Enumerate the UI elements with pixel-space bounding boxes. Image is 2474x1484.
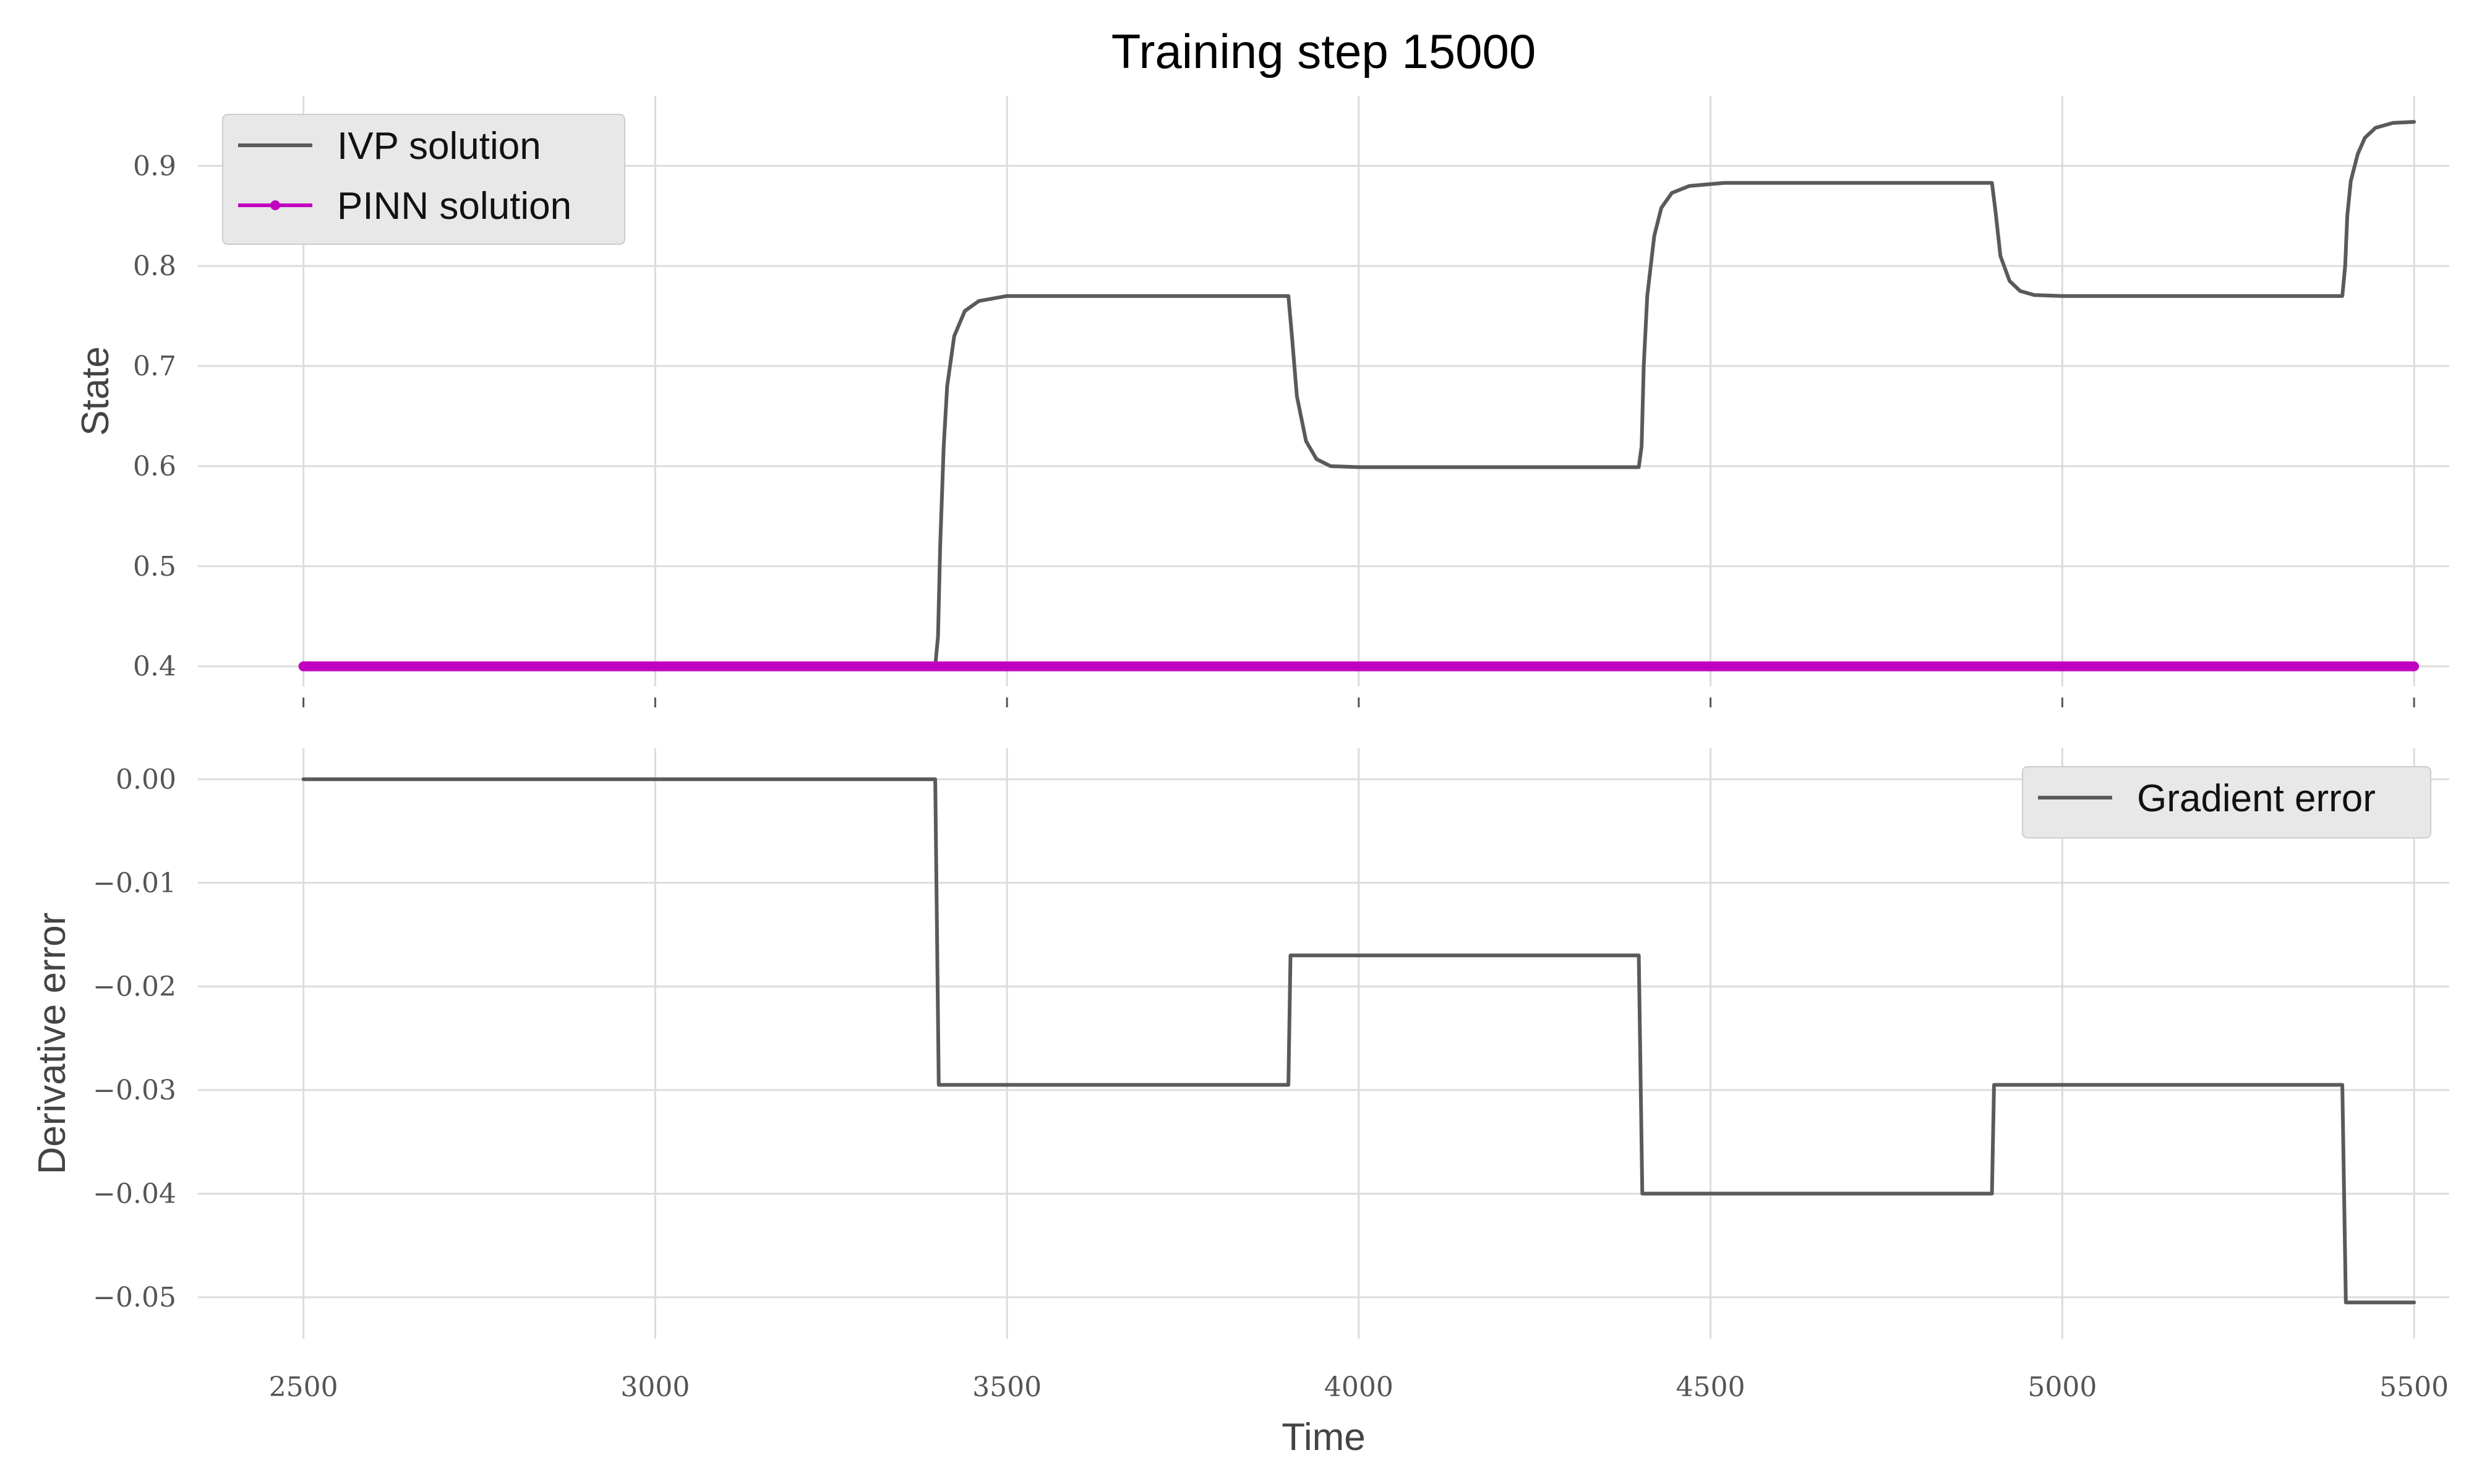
y-tick-label: 0.6 <box>133 451 176 482</box>
x-tick-label: 5500 <box>2379 1371 2449 1403</box>
y-tick-label: 0.00 <box>116 764 176 795</box>
y-tick-label: 0.4 <box>133 651 176 683</box>
legend-label: PINN solution <box>337 185 571 228</box>
x-tick-label: 3000 <box>620 1371 690 1403</box>
x-tick-label: 4500 <box>1676 1371 1745 1403</box>
y-axis-label: Derivative error <box>31 913 74 1175</box>
legend: Gradient error <box>2022 766 2431 838</box>
legend: IVP solution PINN solution <box>222 114 625 245</box>
y-tick-label: 0.8 <box>133 250 176 282</box>
legend-label: Gradient error <box>2137 777 2376 820</box>
gradient-error-line <box>301 777 2416 1305</box>
y-tick-label: −0.05 <box>93 1282 176 1313</box>
chart-title: Training step 15000 <box>1111 24 1536 79</box>
y-tick-label: −0.04 <box>93 1178 176 1209</box>
x-tick-label: 5000 <box>2027 1371 2097 1403</box>
derivative-error-panel: 0.00 −0.01 −0.02 −0.03 −0.04 −0.05 2500 3000 350… <box>31 748 2449 1459</box>
ivp-solution-line <box>301 120 2416 668</box>
y-tick-label: −0.02 <box>93 971 176 1002</box>
legend-marker <box>270 200 280 210</box>
legend-box <box>222 114 625 245</box>
legend-box <box>2022 766 2431 838</box>
y-tick-label: −0.01 <box>93 868 176 899</box>
legend-label: IVP solution <box>337 125 541 168</box>
x-tick-label: 4000 <box>1324 1371 1393 1403</box>
y-tick-label: 0.7 <box>133 351 176 382</box>
x-tick-label: 3500 <box>972 1371 1042 1403</box>
x-tick-label: 2500 <box>269 1371 338 1403</box>
y-tick-label: 0.5 <box>133 551 176 582</box>
y-axis-label: State <box>74 346 117 436</box>
y-tick-label: 0.9 <box>133 150 176 182</box>
x-axis-label: Time <box>1282 1416 1365 1459</box>
y-tick-label: −0.03 <box>93 1075 176 1106</box>
state-panel: 0.4 0.5 0.6 0.7 0.8 0.9 State IVP solution PINN … <box>74 96 2449 707</box>
